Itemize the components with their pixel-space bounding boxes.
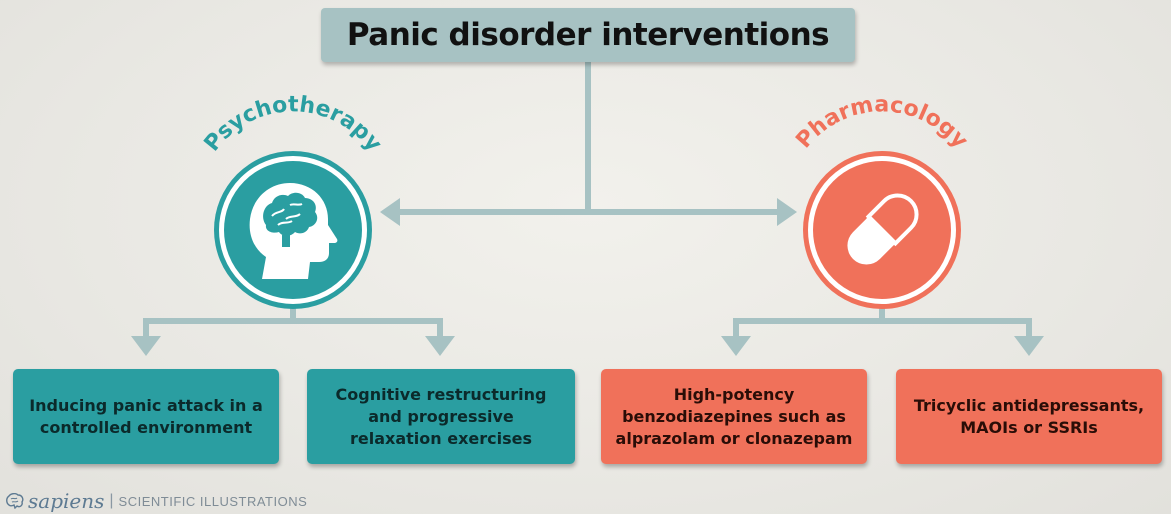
arrow-down [1014,336,1044,356]
brain-logo-icon [6,493,24,509]
arrow-down [721,336,751,356]
footer-brand: sapiens [28,489,105,513]
diagram-title: Panic disorder interventions [346,17,830,53]
intervention-box-induced-panic: Inducing panic attack in a controlled en… [13,369,279,464]
title-box: Panic disorder interventions [321,8,855,62]
footer-separator: | [109,492,114,509]
arrow-down [131,336,161,356]
intervention-box-benzodiazepines: High-potency benzodiazepines such as alp… [601,369,867,464]
intervention-box-cognitive-restructuring: Cognitive restructuring and progressive … [307,369,575,464]
arrow-down [425,336,455,356]
pharmacology-circle [808,156,956,304]
psychotherapy-circle [219,156,367,304]
intervention-box-antidepressants: Tricyclic antidepressants, MAOIs or SSRI… [896,369,1162,464]
intervention-text: Tricyclic antidepressants, MAOIs or SSRI… [913,395,1145,437]
footer-tagline: SCIENTIFIC ILLUSTRATIONS [118,493,308,509]
footer-credit: sapiens | SCIENTIFIC ILLUSTRATIONS [6,489,308,513]
intervention-text: Cognitive restructuring and progressive … [335,384,547,448]
arrow-left [380,198,400,226]
head-brain-icon [249,183,338,279]
intervention-text: Inducing panic attack in a controlled en… [29,395,263,437]
pill-capsule-icon [847,193,919,265]
intervention-text: High-potency benzodiazepines such as alp… [615,384,853,448]
arrow-right [777,198,797,226]
